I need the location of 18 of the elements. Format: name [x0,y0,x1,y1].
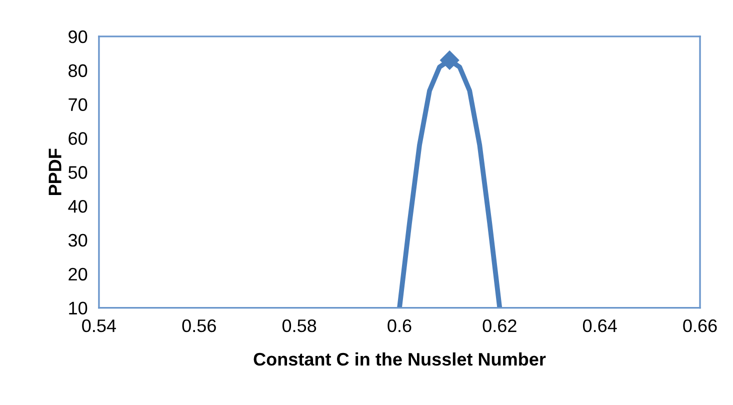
y-tick-label: 30 [68,234,88,247]
y-tick-label: 90 [68,30,88,44]
x-tick-label: 0.6 [388,319,412,332]
x-tick-label: 0.56 [182,319,216,332]
y-tick-label: 20 [68,268,88,281]
y-tick-label: 10 [69,302,88,315]
x-tick-label: 0.62 [482,319,516,332]
y-tick-label: 70 [68,98,88,112]
x-tick-label: 0.64 [582,319,617,332]
y-tick-label: 80 [68,64,88,78]
y-tick-label: 40 [68,200,88,213]
y-tick-label: 60 [68,132,88,145]
x-tick-label: 0.66 [683,319,717,332]
x-tick-label: 0.54 [82,319,116,332]
x-tick-label: 0.58 [282,319,316,332]
y-tick-label: 50 [68,166,88,179]
x-axis-title: Constant C in the Nusslet Number [254,352,546,366]
y-axis-title: PPDF [48,148,62,195]
